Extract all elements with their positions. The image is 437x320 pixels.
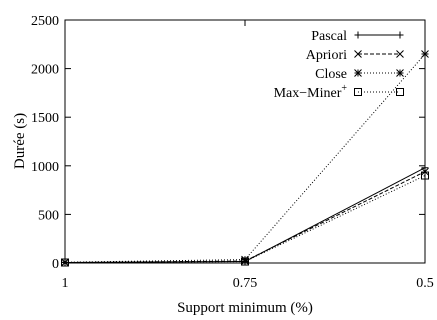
x-axis: 1 0.75 0.5 bbox=[62, 20, 434, 291]
data-point bbox=[354, 69, 362, 77]
data-point bbox=[421, 164, 429, 172]
series-1 bbox=[61, 167, 429, 267]
series-group bbox=[61, 50, 429, 267]
series-line bbox=[64, 167, 426, 264]
data-point bbox=[396, 50, 404, 58]
plot-frame bbox=[64, 19, 426, 264]
legend-label: Apriori bbox=[306, 48, 347, 63]
x-axis-title: Support minimum (%) bbox=[177, 300, 313, 316]
y-axis-title: Durée (s) bbox=[12, 113, 28, 169]
data-point bbox=[396, 88, 404, 96]
series-line bbox=[64, 171, 426, 264]
y-tick-label: 1000 bbox=[31, 160, 59, 175]
series-line bbox=[64, 53, 426, 263]
legend-label: Close bbox=[315, 67, 347, 82]
y-tick-label: 2000 bbox=[31, 63, 59, 78]
series-3 bbox=[61, 171, 429, 267]
series-line bbox=[64, 175, 426, 264]
y-tick-label: 2500 bbox=[31, 14, 59, 29]
y-tick-label: 500 bbox=[38, 208, 59, 223]
x-tick-label: 0.75 bbox=[233, 276, 258, 291]
y-axis: 0 500 1000 1500 2000 2500 bbox=[31, 14, 425, 272]
data-point bbox=[396, 31, 404, 39]
legend-label: Pascal bbox=[311, 29, 347, 44]
x-tick-label: 0.5 bbox=[416, 276, 434, 291]
data-point bbox=[421, 171, 429, 180]
data-point bbox=[396, 69, 404, 77]
data-point bbox=[354, 88, 362, 96]
y-tick-label: 1500 bbox=[31, 111, 59, 126]
series-2 bbox=[61, 50, 429, 267]
data-point bbox=[241, 255, 249, 264]
data-point bbox=[354, 50, 362, 58]
data-point bbox=[421, 50, 429, 58]
x-tick-label: 1 bbox=[62, 276, 69, 291]
data-point bbox=[354, 31, 362, 39]
data-point bbox=[61, 258, 69, 267]
series-0 bbox=[61, 164, 429, 267]
data-point bbox=[241, 257, 249, 266]
y-tick-label: 0 bbox=[52, 257, 59, 272]
legend-label: Max−Miner+ bbox=[274, 83, 348, 101]
